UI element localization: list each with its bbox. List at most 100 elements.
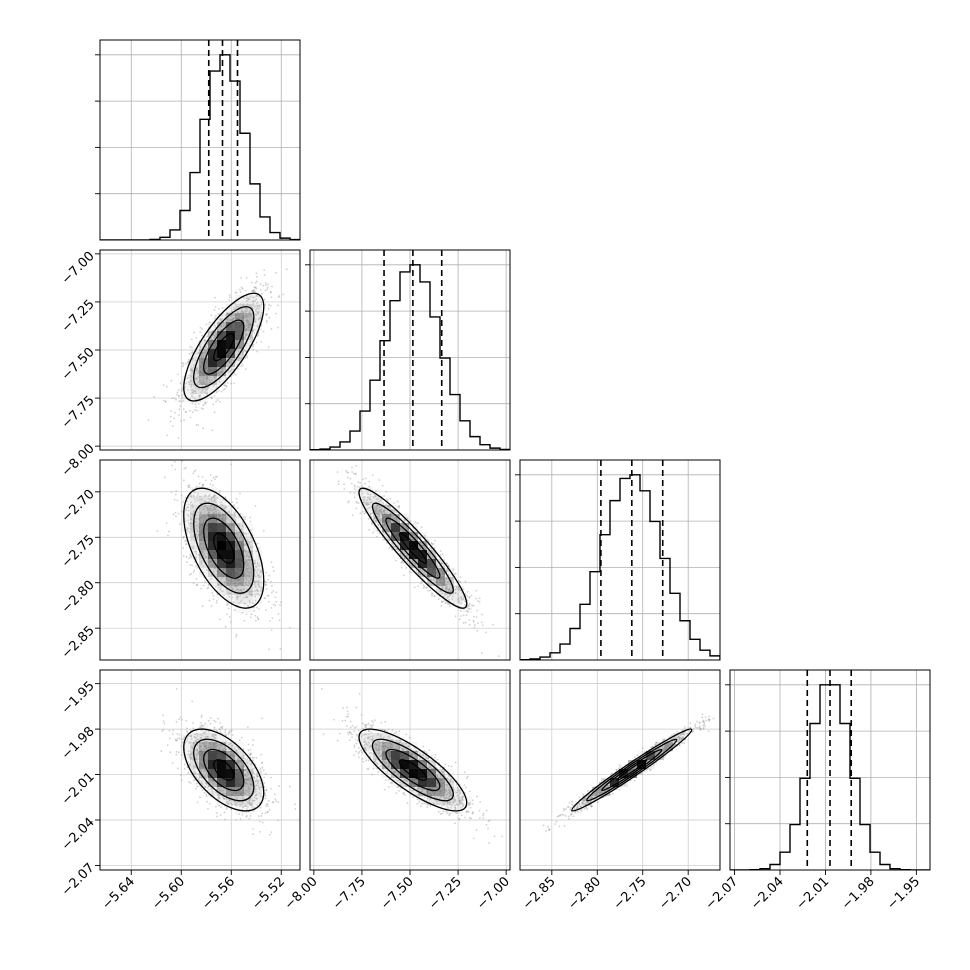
sample-point xyxy=(429,589,431,592)
sample-point xyxy=(199,346,202,349)
sample-point xyxy=(234,512,237,514)
sample-point xyxy=(236,595,239,598)
sample-point xyxy=(247,298,250,301)
sample-point xyxy=(351,466,353,469)
sample-point xyxy=(199,495,201,498)
sample-point xyxy=(226,313,229,316)
sample-point xyxy=(214,476,217,478)
sample-point xyxy=(254,619,257,622)
sample-point xyxy=(442,600,445,603)
sample-point xyxy=(252,345,254,348)
sample-point xyxy=(430,554,433,556)
density-layer xyxy=(336,464,500,658)
sample-point xyxy=(358,486,361,489)
sample-point xyxy=(239,589,242,592)
sample-point xyxy=(190,756,193,759)
sample-point xyxy=(186,528,188,531)
sample-point xyxy=(205,388,208,390)
sample-point xyxy=(402,549,405,552)
sample-point xyxy=(241,525,244,528)
sample-point xyxy=(390,508,393,511)
density-cell xyxy=(235,295,244,304)
sample-point xyxy=(250,593,253,595)
sample-point xyxy=(195,552,198,555)
sample-point xyxy=(241,521,244,524)
sample-point xyxy=(209,381,212,384)
sample-point xyxy=(447,602,449,605)
sample-point xyxy=(257,323,260,326)
density-cell xyxy=(418,559,427,568)
sample-point xyxy=(201,476,204,478)
sample-point xyxy=(288,626,291,629)
density-cell xyxy=(208,568,217,577)
sample-point xyxy=(255,287,258,290)
density-cell xyxy=(253,595,262,604)
sample-point xyxy=(225,800,228,803)
sample-point xyxy=(252,296,255,299)
sample-point xyxy=(196,537,198,540)
sample-point xyxy=(485,631,488,634)
sample-point xyxy=(208,494,210,497)
sample-point xyxy=(264,597,267,600)
sample-point xyxy=(213,499,216,501)
sample-point xyxy=(464,600,466,603)
sample-point xyxy=(234,302,237,305)
sample-point xyxy=(246,303,249,306)
sample-point xyxy=(353,485,356,488)
sample-point xyxy=(214,336,216,339)
sample-point xyxy=(240,589,243,592)
sample-point xyxy=(445,586,447,588)
sample-point xyxy=(251,593,253,596)
sample-point xyxy=(191,525,193,528)
sample-point xyxy=(235,516,238,519)
sample-point xyxy=(229,621,232,623)
sample-point xyxy=(366,508,369,510)
sample-point xyxy=(192,582,195,584)
sample-point xyxy=(245,583,247,585)
sample-point xyxy=(243,543,246,546)
panel-0-0 xyxy=(95,39,301,241)
sample-point xyxy=(355,501,358,503)
sample-point xyxy=(245,354,248,357)
sample-point xyxy=(191,389,193,391)
sample-point xyxy=(364,502,367,505)
sample-point xyxy=(192,351,194,354)
sample-point xyxy=(245,595,248,597)
sample-point xyxy=(223,581,226,584)
density-cell xyxy=(217,532,226,541)
sample-point xyxy=(409,520,412,523)
panel-2-1 xyxy=(309,459,511,661)
sample-point xyxy=(366,501,369,504)
sample-point xyxy=(423,571,426,574)
sample-point xyxy=(199,512,202,515)
sample-point xyxy=(349,477,352,480)
density-cell xyxy=(226,349,235,358)
sample-point xyxy=(263,597,266,599)
sample-point xyxy=(210,331,213,334)
sample-point xyxy=(447,569,450,572)
sample-point xyxy=(237,359,240,361)
sample-point xyxy=(174,411,176,414)
sample-point xyxy=(393,511,396,513)
panel-1-0: −8.00−7.75−7.50−7.25−7.00 xyxy=(59,249,301,480)
sample-point xyxy=(252,290,255,293)
sample-point xyxy=(415,558,417,561)
sample-point xyxy=(259,571,262,574)
sample-point xyxy=(455,585,458,587)
sample-point xyxy=(384,504,386,507)
sample-point xyxy=(259,289,262,291)
density-cell xyxy=(409,541,418,550)
density-cell xyxy=(445,586,454,595)
sample-point xyxy=(228,519,230,521)
sample-point xyxy=(458,618,461,621)
sample-point xyxy=(359,512,362,515)
sample-point xyxy=(227,371,230,373)
sample-point xyxy=(236,507,239,509)
sample-point xyxy=(213,494,216,497)
sample-point xyxy=(366,492,368,495)
sample-point xyxy=(201,484,204,487)
sample-point xyxy=(174,511,177,514)
sample-point xyxy=(475,616,478,619)
sample-point xyxy=(218,618,221,621)
sample-point xyxy=(190,518,193,521)
